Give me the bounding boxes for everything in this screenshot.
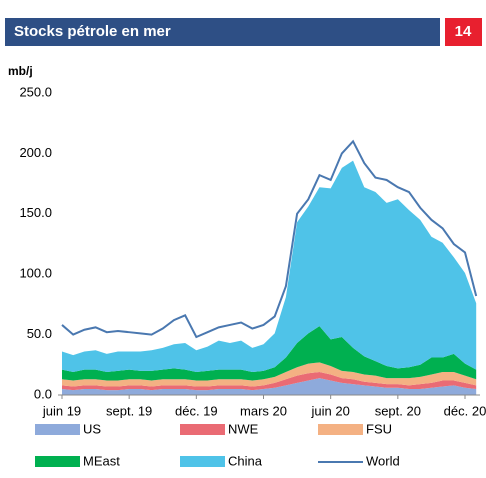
line [61,139,478,339]
y-tick-label: 250.0 [19,84,52,99]
chart-title: Stocks pétrole en mer [14,23,171,40]
x-tick-label: déc. 20 [444,403,486,418]
legend-swatch [35,424,80,435]
legend-label: US [83,421,101,436]
legend-label: FSU [366,421,392,436]
y-tick-label: 50.0 [27,326,52,341]
x-tick-label: juin 20 [311,403,350,418]
y-tick-label: 200.0 [19,145,52,160]
area [62,326,477,381]
x-tick-label: sept. 20 [375,403,421,418]
area [62,372,477,391]
y-axis-label: mb/j [8,64,33,78]
x-tick-label: sept. 19 [106,403,152,418]
legend-label: MEast [83,453,120,468]
header-bar [5,18,440,46]
x-tick-label: déc. 19 [175,403,218,418]
page-badge [445,18,482,46]
legend-swatch [318,424,363,435]
area [62,160,477,373]
y-tick-label: 0.0 [34,386,52,401]
legend-label: World [366,453,400,468]
legend-label: NWE [228,421,259,436]
page-number: 14 [455,23,472,40]
legend-swatch [180,424,225,435]
legend-swatch [35,456,80,467]
x-tick-label: mars 20 [240,403,287,418]
x-tick-label: juin 19 [42,403,81,418]
area [62,378,477,395]
area [62,362,477,387]
legend-swatch [180,456,225,467]
legend-label: China [228,453,263,468]
y-tick-label: 150.0 [19,205,52,220]
y-tick-label: 100.0 [19,266,52,281]
